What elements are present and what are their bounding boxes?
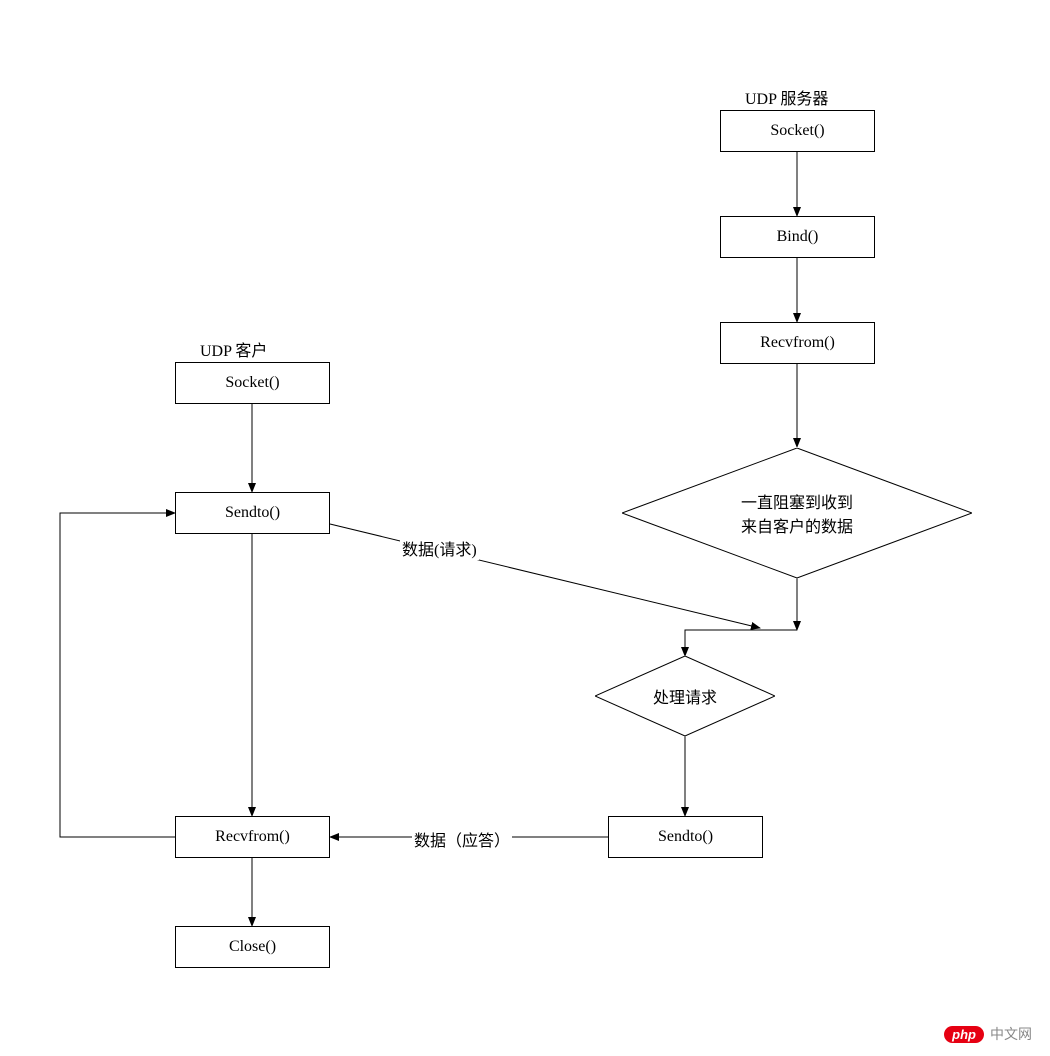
client-title: UDP 客户 — [200, 337, 267, 361]
client-recvfrom-node: Recvfrom() — [175, 816, 330, 858]
server-title: UDP 服务器 — [745, 85, 828, 109]
server-block-line2: 来自客户的数据 — [741, 513, 853, 537]
client-recvfrom-label: Recvfrom() — [215, 828, 290, 846]
server-sendto-label: Sendto() — [658, 828, 713, 846]
client-close-node: Close() — [175, 926, 330, 968]
client-sendto-label: Sendto() — [225, 504, 280, 522]
server-socket-node: Socket() — [720, 110, 875, 152]
server-sendto-node: Sendto() — [608, 816, 763, 858]
server-title-text: UDP 服务器 — [745, 91, 828, 108]
client-title-text: UDP 客户 — [200, 343, 267, 360]
edge-label-request: 数据(请求) — [400, 536, 479, 560]
server-process-diamond: 处理请求 — [595, 656, 775, 736]
server-recvfrom-node: Recvfrom() — [720, 322, 875, 364]
server-block-line1: 一直阻塞到收到 — [741, 489, 853, 513]
client-socket-label: Socket() — [225, 374, 279, 392]
client-sendto-node: Sendto() — [175, 492, 330, 534]
client-close-label: Close() — [229, 938, 276, 956]
server-process-line1: 处理请求 — [653, 690, 717, 707]
server-socket-label: Socket() — [770, 122, 824, 140]
watermark: php 中文网 — [944, 1024, 1032, 1044]
server-block-text: 一直阻塞到收到 来自客户的数据 — [741, 489, 853, 537]
server-bind-label: Bind() — [777, 228, 819, 246]
server-bind-node: Bind() — [720, 216, 875, 258]
server-recvfrom-label: Recvfrom() — [760, 334, 835, 352]
server-block-diamond: 一直阻塞到收到 来自客户的数据 — [622, 448, 972, 578]
edge-label-response-text: 数据（应答） — [414, 833, 510, 850]
edge-label-request-text: 数据(请求) — [402, 542, 477, 559]
server-process-text: 处理请求 — [653, 684, 717, 708]
edge-label-response: 数据（应答） — [412, 827, 512, 851]
watermark-text: 中文网 — [990, 1024, 1032, 1044]
watermark-pill: php — [944, 1026, 984, 1043]
client-socket-node: Socket() — [175, 362, 330, 404]
